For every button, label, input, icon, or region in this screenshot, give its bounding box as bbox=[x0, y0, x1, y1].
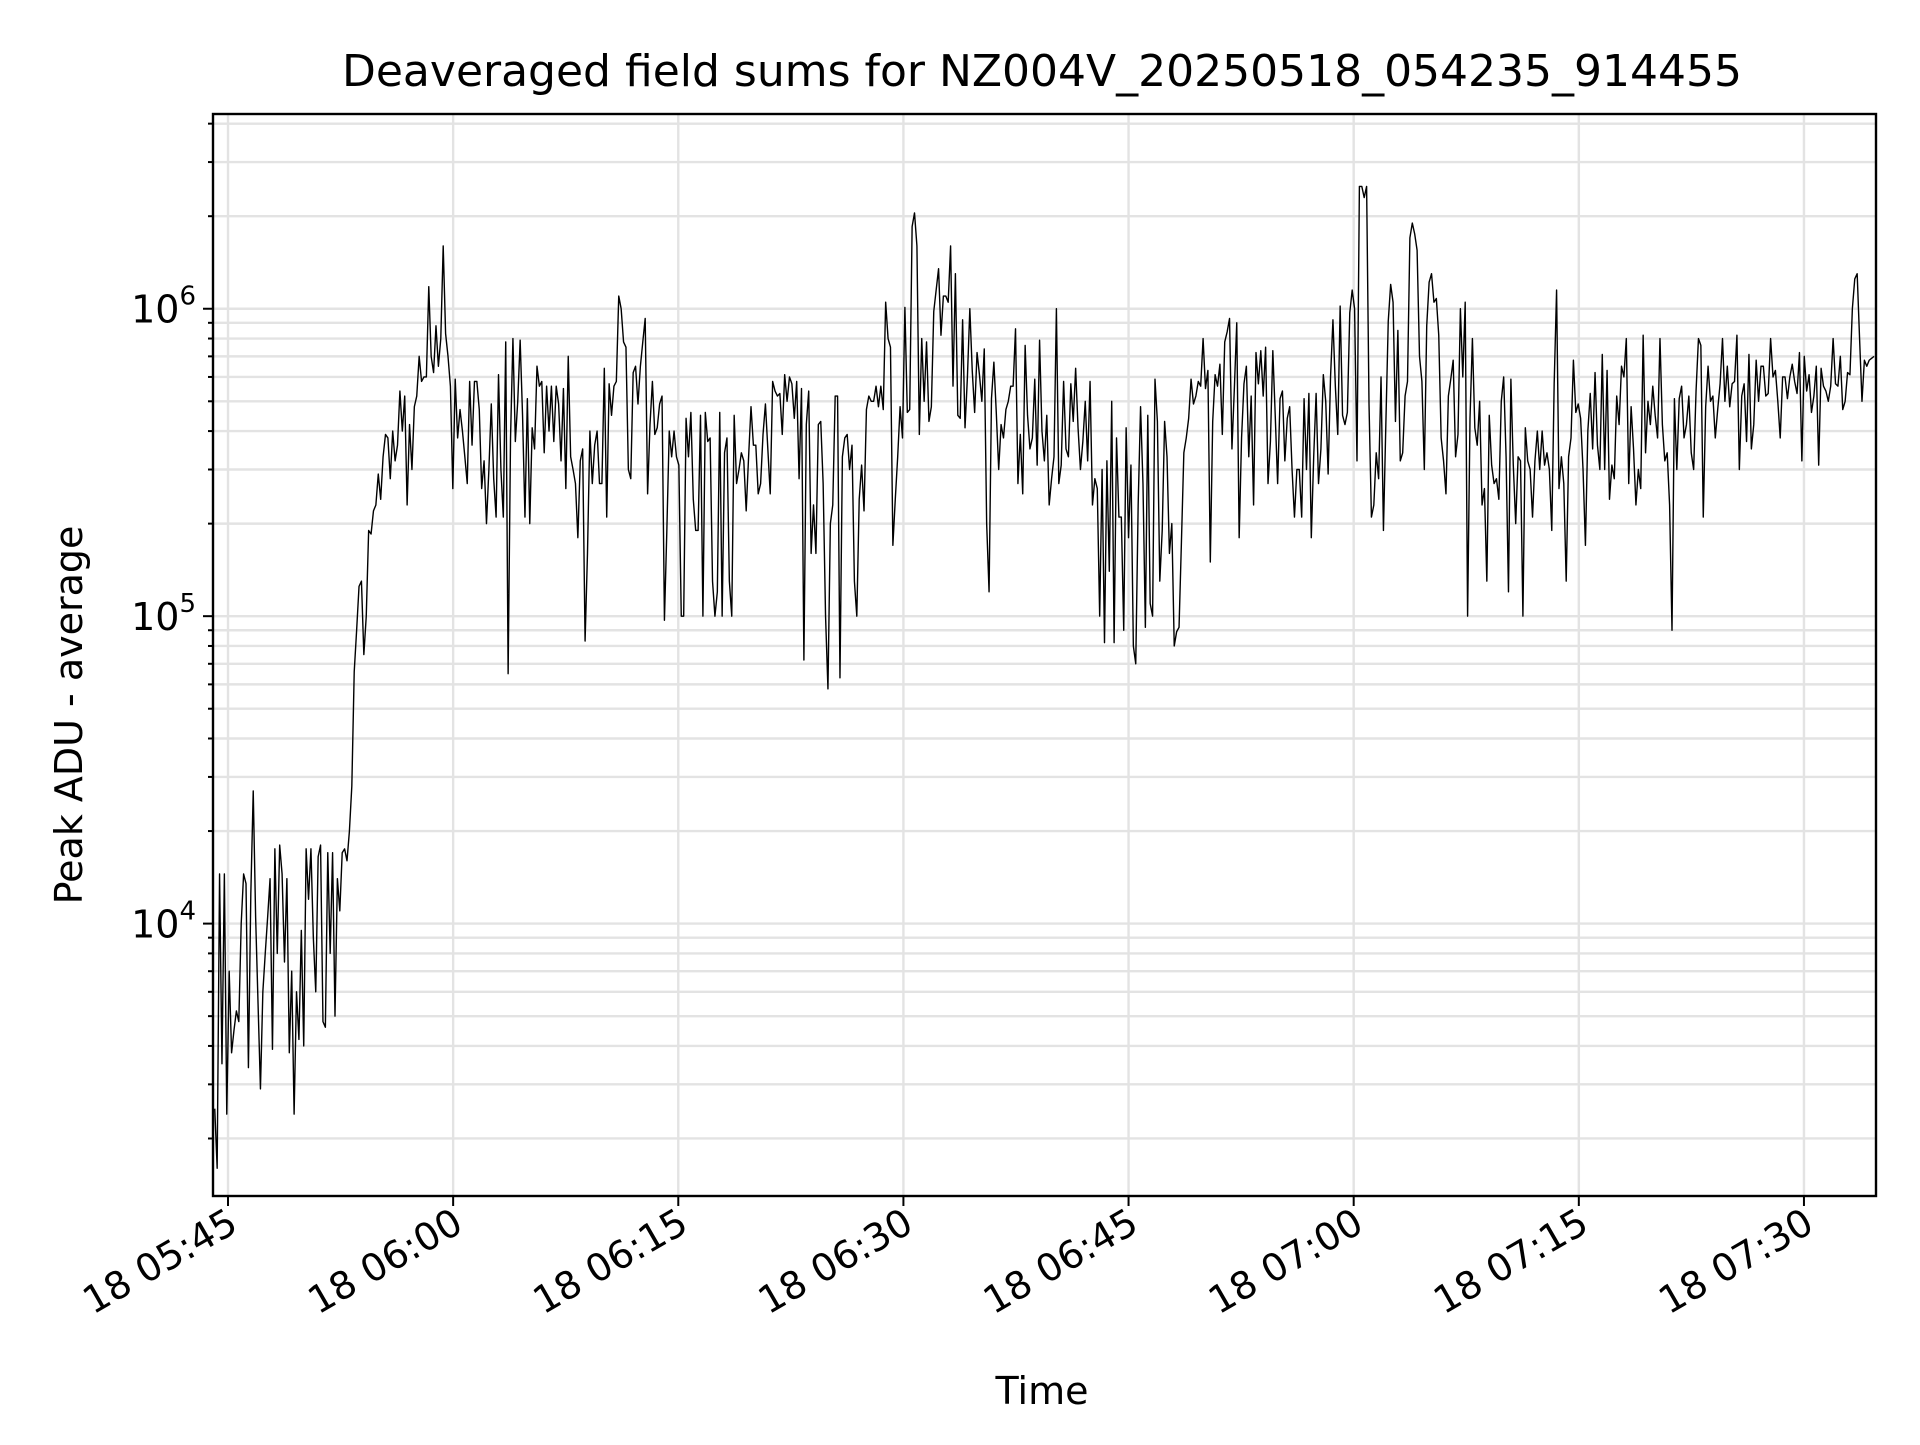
y-tick-label: 105 bbox=[131, 589, 196, 639]
x-tick-label: 18 07:00 bbox=[1201, 1200, 1370, 1323]
x-tick-label: 18 07:15 bbox=[1426, 1200, 1595, 1323]
x-tick-label: 18 06:15 bbox=[526, 1200, 695, 1323]
plot-frame bbox=[211, 112, 1878, 1198]
x-tick-label: 18 06:45 bbox=[976, 1200, 1145, 1323]
y-tick-label-exp: 5 bbox=[179, 589, 196, 619]
ticks-layer bbox=[203, 122, 1805, 1206]
series-line bbox=[214, 185, 1875, 1169]
y-axis-label: Peak ADU - average bbox=[47, 526, 91, 905]
x-tick-label: 18 07:30 bbox=[1651, 1200, 1820, 1323]
y-tick-label-exp: 4 bbox=[179, 897, 196, 927]
x-axis-label: Time bbox=[995, 1369, 1089, 1413]
chart-title: Deaveraged field sums for NZ004V_2025051… bbox=[342, 46, 1742, 97]
x-tick-label: 18 05:45 bbox=[75, 1200, 244, 1323]
y-tick-label-base: 10 bbox=[131, 595, 179, 639]
y-tick-label-base: 10 bbox=[131, 903, 179, 947]
x-tick-label: 18 06:30 bbox=[751, 1200, 920, 1323]
y-tick-label: 104 bbox=[131, 897, 196, 947]
x-tick-label: 18 06:00 bbox=[300, 1200, 469, 1323]
y-tick-label-exp: 6 bbox=[179, 282, 196, 312]
y-tick-label: 106 bbox=[131, 282, 196, 332]
grid-layer bbox=[213, 114, 1876, 1196]
y-tick-label-base: 10 bbox=[131, 288, 179, 332]
